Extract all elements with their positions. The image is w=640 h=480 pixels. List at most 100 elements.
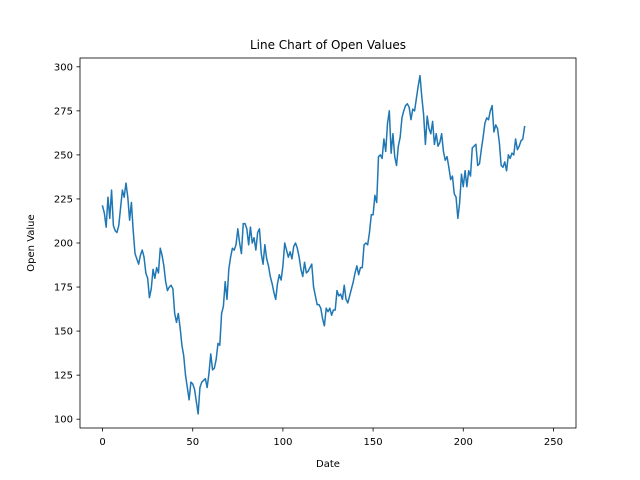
x-axis: 0 50 100 150 200 250 [99,428,563,448]
data-point [296,247,298,249]
data-point [116,231,118,234]
data-point [168,286,170,288]
data-point [284,242,286,244]
data-point [359,267,362,269]
data-point [251,242,253,244]
data-point [331,314,333,316]
data-point [395,164,398,167]
chart-title: Line Chart of Open Values [250,38,406,52]
data-point [201,381,203,383]
data-point [103,212,105,214]
data-point [486,117,488,119]
data-point [381,157,383,160]
data-point [220,312,223,315]
y-tick-label: 175 [54,283,73,294]
data-point [399,136,401,138]
data-point [520,140,522,142]
data-point [125,182,127,184]
data-point [468,170,470,172]
data-point [495,124,497,126]
data-point [329,307,331,309]
data-point [453,193,455,195]
data-point [397,145,399,147]
data-point [276,282,279,285]
data-point [502,166,504,168]
data-point [157,272,160,274]
data-point [179,326,181,329]
data-point [121,189,123,191]
data-point [119,207,122,209]
data-point [316,304,318,306]
data-point [105,226,107,228]
data-point [195,400,197,403]
data-point [188,399,190,401]
data-point [165,281,167,283]
data-point [312,286,315,288]
data-point [408,106,410,108]
data-point [278,274,280,276]
data-point [127,196,129,198]
data-point [419,75,421,77]
data-point [249,226,252,228]
data-point [433,143,436,145]
data-point [161,254,163,256]
y-axis: 100 125 150 175 200 225 250 275 300 [54,62,80,426]
data-point [460,173,463,175]
data-point [262,263,264,265]
data-point [145,272,147,274]
data-point [107,196,109,198]
data-point [206,386,208,389]
x-tick-label: 0 [99,437,105,448]
data-point [356,265,358,267]
y-tick-label: 125 [54,371,73,382]
x-tick-label: 100 [273,437,292,448]
data-point [143,256,145,258]
data-point [260,252,262,255]
data-point [500,164,502,167]
data-point [307,270,309,272]
data-point [197,413,199,415]
data-point [518,145,520,147]
data-point [426,115,428,117]
data-point [386,122,389,124]
data-point [291,258,293,260]
y-tick-label: 275 [54,106,73,117]
data-point [132,230,134,232]
data-point [211,369,214,371]
data-point [242,223,244,225]
data-point [193,388,196,390]
data-point [154,277,156,279]
data-point [266,258,268,260]
data-point [240,252,243,255]
data-point [365,242,367,244]
data-point [473,145,475,147]
data-point [109,217,111,219]
data-point [372,214,374,216]
data-point [257,231,259,234]
data-point [141,249,143,251]
data-point [267,265,270,267]
data-point [101,205,104,207]
data-point [417,85,419,87]
data-point [437,145,439,147]
data-point [172,288,174,290]
data-point [448,166,450,168]
data-point [462,186,464,188]
data-point [273,291,275,293]
data-point [147,277,149,279]
data-point [224,281,226,283]
data-point [320,307,322,309]
data-point [516,149,518,151]
data-point [347,302,349,304]
data-point [114,230,116,232]
data-point [300,268,302,271]
data-point [222,305,224,308]
data-point [394,156,396,158]
data-point [432,120,434,123]
x-axis-label: Date [316,459,340,470]
data-point [524,126,526,128]
data-point [450,178,452,181]
data-point [363,244,365,246]
data-point [217,342,219,345]
